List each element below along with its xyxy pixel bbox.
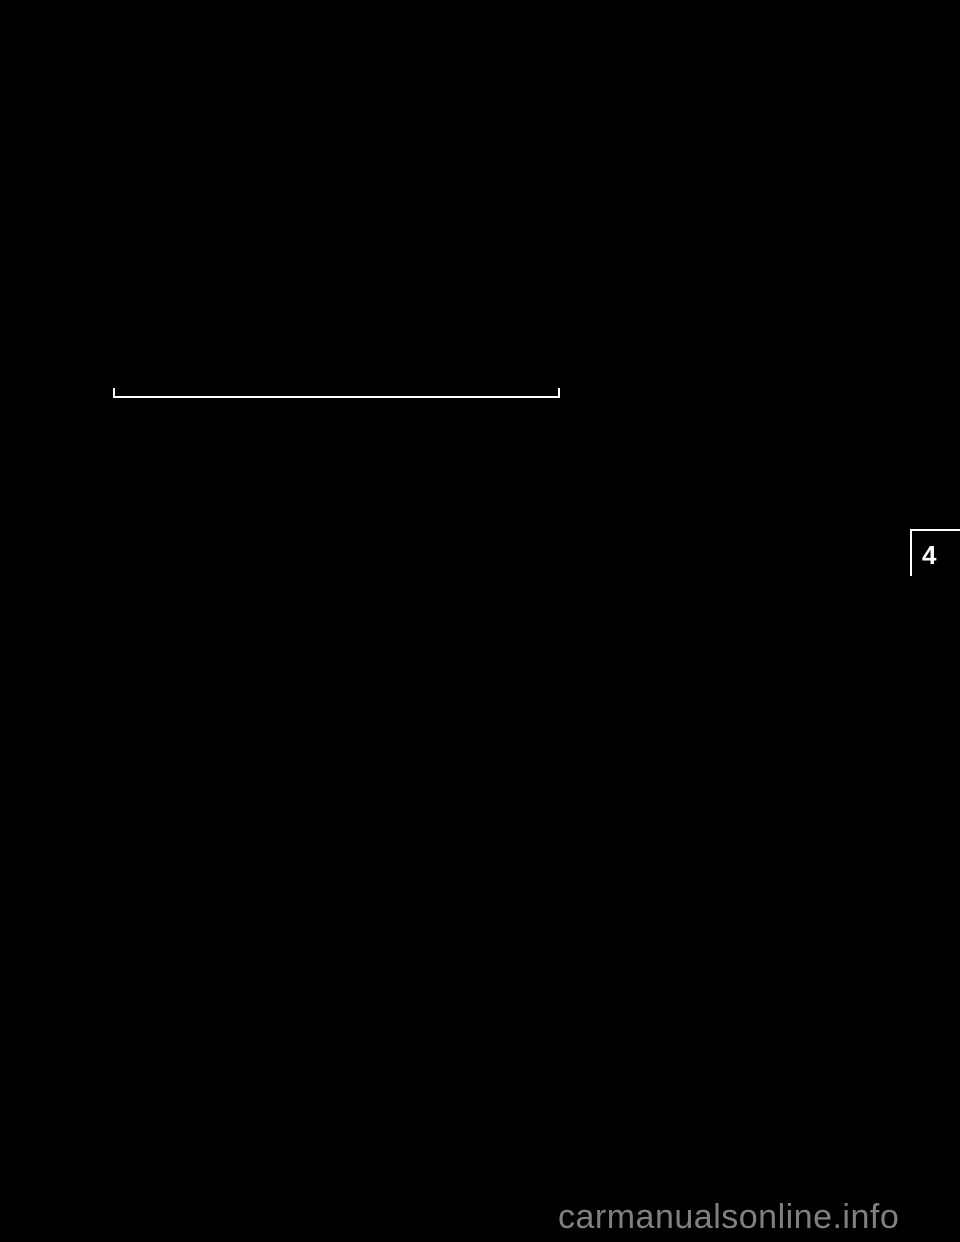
watermark-text: carmanualsonline.info	[558, 1198, 899, 1237]
bracket-bottom-line	[113, 396, 560, 398]
bracket-right-tick	[558, 388, 560, 398]
section-tab-left-border	[910, 529, 912, 576]
section-tab-number: 4	[922, 540, 936, 571]
section-tab-top-border	[910, 529, 960, 531]
